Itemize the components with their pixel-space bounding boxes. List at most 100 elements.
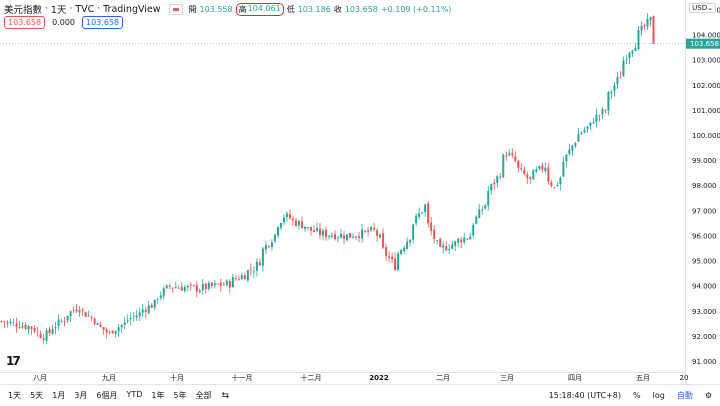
candle-body	[159, 295, 162, 298]
candle-body	[388, 256, 391, 258]
candle-body	[216, 283, 219, 285]
candle-body	[337, 237, 340, 239]
candle-body	[568, 149, 571, 154]
candle-body	[619, 77, 622, 78]
range-button[interactable]: 全部	[195, 391, 212, 400]
candle-body	[526, 174, 529, 179]
candle-body	[300, 221, 303, 229]
range-button[interactable]: 3月	[74, 391, 88, 400]
candle-body	[355, 236, 358, 238]
candle-body	[400, 250, 403, 255]
range-button[interactable]: 1年	[151, 391, 165, 400]
candle-body	[102, 327, 105, 331]
low-label: 低	[286, 4, 295, 14]
candle-body	[640, 25, 643, 31]
price-tick-label: 96.000	[692, 232, 717, 240]
candle-body	[418, 213, 421, 217]
candle-body	[622, 60, 625, 77]
candle-body	[508, 153, 511, 156]
candle-body	[451, 244, 454, 249]
range-button[interactable]: YTD	[126, 390, 143, 399]
candle-body	[192, 284, 195, 286]
currency-dropdown[interactable]: USD⌄	[689, 3, 716, 13]
range-button[interactable]: 6個月	[96, 391, 118, 400]
price-tick-label: 93.000	[692, 308, 717, 316]
candle-body	[33, 327, 36, 332]
candle-body	[550, 182, 553, 187]
candle-body	[487, 191, 490, 206]
candle-body	[424, 204, 427, 212]
candle-body	[421, 212, 424, 214]
candle-body	[276, 227, 279, 236]
candle-body	[156, 298, 159, 300]
separator-dot: ·	[97, 4, 101, 14]
ask-tag[interactable]: 103.658	[82, 16, 124, 29]
candle-body	[270, 242, 273, 248]
market-status-icon[interactable]	[168, 3, 183, 15]
candle-body	[120, 324, 123, 328]
candle-body	[403, 247, 406, 252]
candle-body	[24, 324, 27, 329]
open-value: 103.558	[199, 4, 233, 14]
log-toggle[interactable]: log	[652, 391, 665, 400]
candle-body	[598, 115, 601, 117]
candle-body	[252, 271, 255, 273]
candle-body	[66, 315, 69, 321]
symbol-name[interactable]: 美元指數	[4, 5, 43, 16]
candle-body	[258, 262, 261, 266]
candle-body	[72, 310, 75, 311]
candle-body	[559, 177, 562, 185]
price-axis[interactable]: 105.000104.000103.000102.000101.000100.0…	[692, 7, 720, 366]
clock-display[interactable]: 15:18:40 (UTC+8)	[548, 391, 622, 400]
candle-body	[30, 326, 33, 330]
candle-body	[583, 129, 586, 133]
candle-body	[535, 169, 538, 172]
candle-body	[382, 233, 385, 248]
range-button[interactable]: 1天	[8, 391, 22, 400]
range-button[interactable]: 5天	[30, 391, 44, 400]
candle-body	[126, 319, 129, 321]
candle-body	[318, 228, 321, 236]
candle-body	[493, 182, 496, 185]
candle-body	[469, 236, 472, 240]
candle-body	[601, 109, 604, 115]
candle-body	[162, 288, 165, 297]
candle-body	[177, 287, 180, 289]
candle-body	[577, 133, 580, 142]
current-price-tag: 103.658	[686, 38, 720, 49]
time-axis[interactable]: 八月 九月 十月 十一月 十二月 2022 二月 三月 四月 五月 20	[33, 373, 688, 382]
time-tick-label: 20	[680, 374, 689, 382]
range-button[interactable]: 5年	[173, 391, 187, 400]
candle-body	[6, 322, 9, 323]
settings-gear-icon[interactable]: ⚙	[704, 391, 712, 400]
range-button[interactable]: 1月	[52, 391, 66, 400]
candle-body	[141, 309, 144, 313]
auto-scale-toggle[interactable]: 自動	[676, 391, 693, 400]
price-tick-label: 97.000	[692, 207, 717, 215]
candle-body	[643, 24, 646, 27]
candle-body	[538, 165, 541, 169]
candle-body	[306, 227, 309, 228]
candle-body	[346, 234, 349, 241]
candle-body	[90, 317, 93, 319]
price-chart[interactable]: 105.000104.000103.000102.000101.000100.0…	[0, 0, 720, 384]
bottom-toolbar: 1天 5天 1月 3月 6個月 YTD 1年 5年 全部 ⇆ 15:18:40 (UTC+8) …	[0, 384, 720, 406]
calendar-range-icon[interactable]: ⇆	[221, 390, 230, 401]
interval-label[interactable]: 1天	[50, 5, 67, 16]
candle-body	[231, 277, 234, 288]
candle-body	[427, 203, 430, 224]
candle-body	[15, 323, 18, 327]
candle-body	[463, 237, 466, 243]
candle-body	[529, 176, 532, 179]
tradingview-logo-icon[interactable]: 17	[6, 354, 21, 368]
candle-body	[288, 214, 291, 219]
candle-body	[243, 275, 246, 280]
bid-tag[interactable]: 103.658	[4, 16, 46, 29]
price-tick-label: 99.000	[692, 157, 717, 165]
candle-body	[27, 325, 30, 330]
candle-body	[147, 305, 150, 314]
percent-toggle[interactable]: %	[633, 391, 641, 400]
candle-body	[589, 122, 592, 127]
candle-body	[610, 91, 613, 94]
candle-body	[84, 312, 87, 318]
